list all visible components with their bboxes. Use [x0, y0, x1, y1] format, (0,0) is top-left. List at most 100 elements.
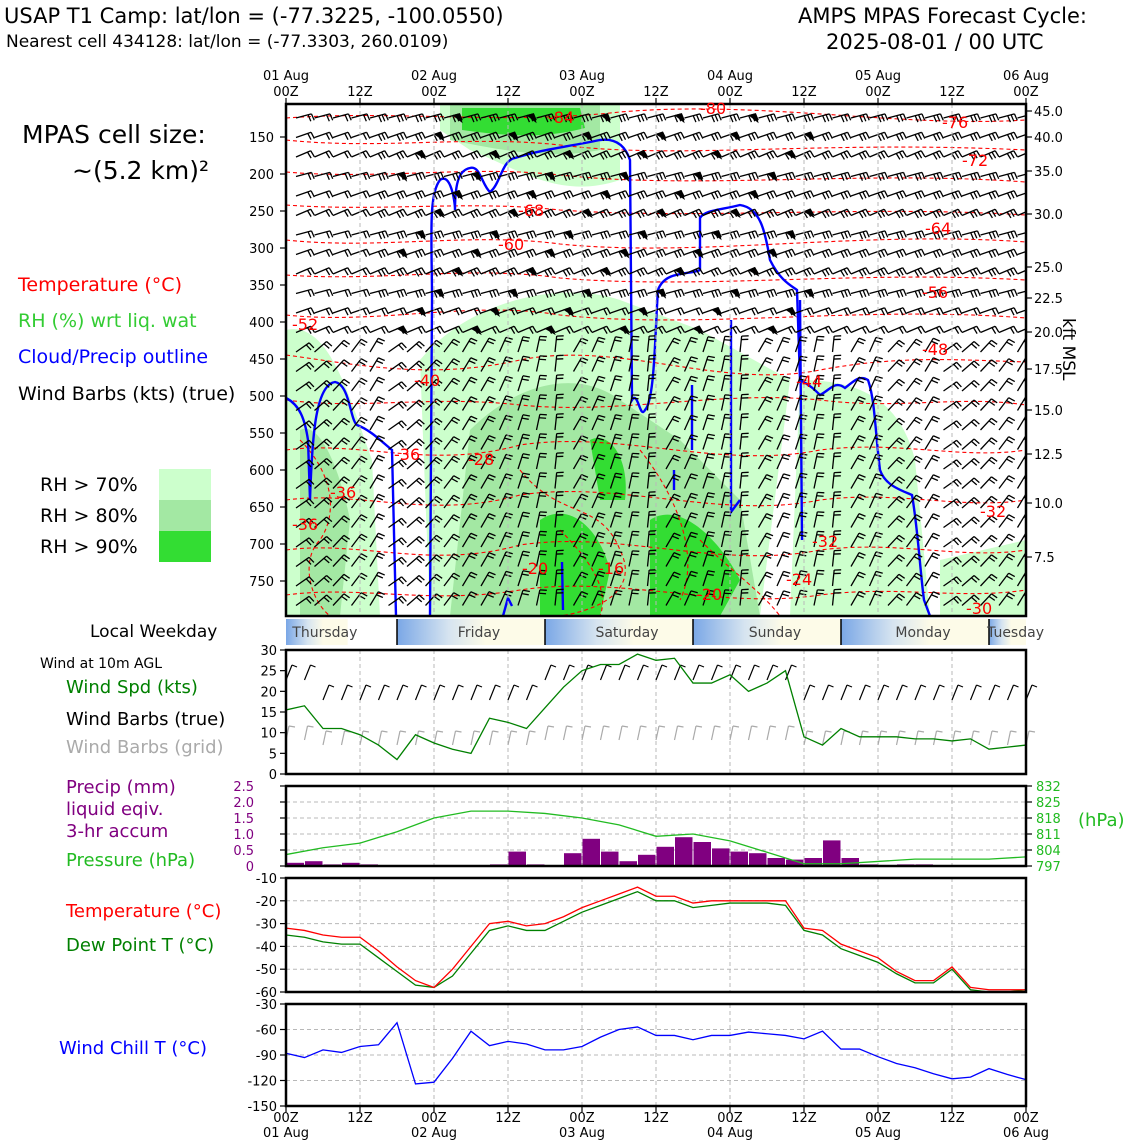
wind-barb-flag	[416, 440, 423, 447]
bottom-tick-date: 06 Aug	[1003, 1126, 1049, 1140]
wind-barb	[832, 150, 848, 158]
wind-barb-flag	[347, 325, 352, 333]
wind-barb-flag	[680, 150, 685, 158]
wind-barb-flag	[971, 460, 978, 466]
wind-barb	[887, 515, 900, 528]
wind-barb-flag	[522, 394, 530, 398]
wind-barb-flag	[806, 173, 811, 180]
wind-barb-flag	[366, 307, 371, 315]
wind-barb-flag	[672, 360, 679, 364]
wind-barb-flag	[566, 290, 571, 297]
wind-barb	[813, 492, 818, 509]
weekday-label: Local Weekday	[90, 622, 218, 642]
wind-barb-flag	[347, 150, 352, 158]
wind-barb-flag	[896, 459, 903, 465]
wind-barb-pennant	[433, 208, 445, 219]
wind-barb-flag	[781, 359, 789, 363]
wind-barb-flag	[414, 211, 420, 219]
wind-barb-flag	[766, 153, 771, 160]
wind-barb-flag	[569, 267, 574, 275]
wind-barb-flag	[913, 497, 921, 502]
pressure-tick-label: 500	[249, 390, 274, 405]
wind-barb-flag	[329, 190, 334, 198]
wind-barb	[647, 113, 664, 119]
wind-barb-flag	[522, 336, 530, 339]
wind-barb	[887, 495, 900, 509]
wind-barb	[295, 267, 311, 275]
wind-barb-flag	[596, 417, 604, 422]
wind-barb-flag	[902, 289, 907, 297]
wind-barb	[924, 493, 934, 509]
wind-barb	[757, 435, 768, 450]
kft-tick-label: 7.5	[1034, 551, 1055, 566]
wind-barb-flag	[655, 192, 660, 200]
wind-barb-flag	[310, 289, 315, 297]
wind-barb	[591, 493, 600, 509]
wind-barb	[591, 131, 608, 139]
wind-barb-flag	[639, 210, 645, 217]
wind-barb-flag	[396, 270, 401, 277]
wind-barb-flag	[544, 211, 549, 219]
pressure-tick-label: 650	[249, 501, 274, 516]
wind-barb-flag	[325, 191, 331, 199]
surface-wind-barb	[710, 664, 719, 681]
wind-barb-flag	[958, 172, 963, 180]
pressure-tick-label: 825	[1036, 796, 1061, 811]
wind-barb	[406, 113, 423, 119]
wind-barb	[536, 131, 552, 139]
wind-barb-flag	[532, 230, 537, 238]
wind-barb-flag	[706, 456, 714, 459]
wind-barb-flag	[1013, 325, 1018, 333]
wind-barb-flag	[806, 151, 812, 159]
wind-barb-flag	[636, 251, 642, 259]
wind-barb	[369, 208, 385, 217]
wind-barb	[943, 230, 960, 236]
wind-barb-flag	[596, 495, 604, 500]
wind-barb	[702, 113, 719, 119]
wind-barb	[406, 341, 420, 353]
wind-barb	[351, 150, 367, 158]
wind-barb-flag	[772, 208, 778, 216]
wind-barb-flag	[736, 172, 741, 180]
wind-barb-flag	[747, 192, 753, 200]
wind-barb-flag	[655, 115, 660, 123]
wind-barb	[314, 150, 330, 158]
wind-barb-flag	[451, 380, 458, 385]
wind-barb-flag	[473, 290, 478, 297]
wind-barb-flag	[803, 192, 808, 200]
wind-barb-flag	[532, 289, 537, 297]
wind-barb	[461, 415, 472, 431]
wind-barb-flag	[505, 434, 513, 438]
wind-barb-flag	[676, 210, 682, 217]
wind-barb-flag	[544, 134, 549, 142]
wind-barb-flag	[615, 355, 623, 359]
wind-barb-flag	[706, 553, 714, 557]
wind-barb	[332, 534, 345, 548]
wind-barb-flag	[689, 339, 697, 344]
wind-barb-pennant	[544, 248, 556, 259]
wind-barb-flag	[865, 190, 870, 198]
wind-barb-flag	[707, 355, 715, 359]
wind-barb-flag	[673, 134, 679, 142]
wind-barb-flag	[378, 173, 383, 181]
wind-barb	[739, 550, 743, 567]
wind-barb-flag	[714, 290, 719, 297]
wind-barb-flag	[615, 472, 623, 476]
wind-barb-flag	[973, 516, 980, 523]
wind-barb	[924, 325, 940, 334]
wind-barb-flag	[1010, 133, 1015, 140]
wind-barb	[480, 415, 490, 431]
wind-barb-flag	[991, 250, 997, 257]
wind-barb-flag	[514, 190, 519, 198]
wind-barb-flag	[799, 573, 807, 576]
wind-barb	[813, 325, 829, 334]
wind-barb-flag	[603, 250, 608, 257]
surface-wind-barb-flag	[680, 664, 686, 668]
rh-shading	[286, 104, 1026, 616]
wind-barb-flag	[598, 395, 606, 399]
wind-barb-flag	[399, 191, 405, 199]
wind-barb	[351, 171, 368, 178]
wind-barb	[314, 171, 331, 178]
wind-barb	[739, 288, 756, 295]
wind-barb-flag	[772, 150, 778, 158]
